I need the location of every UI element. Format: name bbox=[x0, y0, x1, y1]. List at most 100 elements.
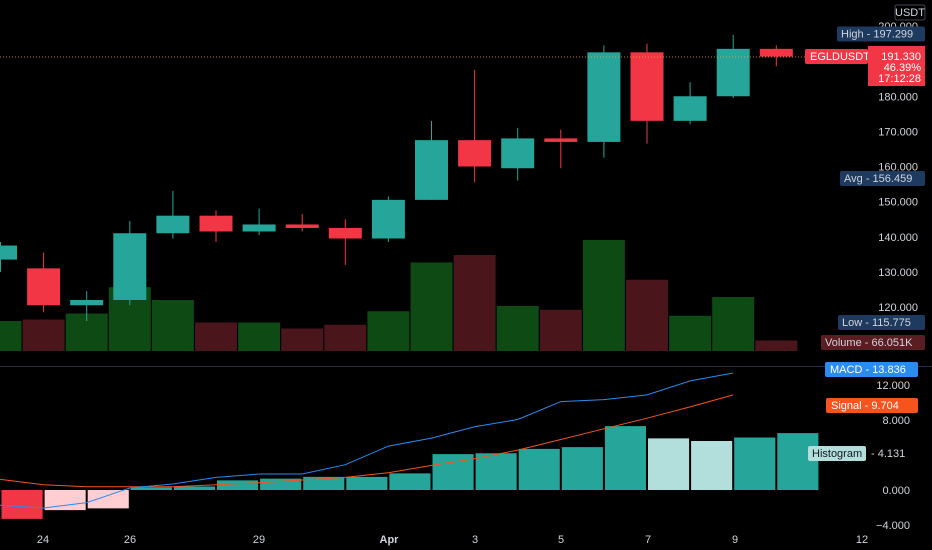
price-tick-label: 130.000 bbox=[878, 267, 918, 279]
macd-pane bbox=[0, 372, 819, 519]
date-tick-label: 3 bbox=[472, 534, 478, 546]
svg-text:Avg - 156.459: Avg - 156.459 bbox=[844, 173, 912, 185]
avg-label: Avg bbox=[844, 173, 863, 185]
candle bbox=[587, 45, 621, 158]
volume-bar bbox=[496, 306, 539, 351]
histogram-bar bbox=[44, 490, 86, 511]
price-tick-label: 170.000 bbox=[878, 126, 918, 138]
macd-label: MACD bbox=[830, 364, 862, 376]
candle bbox=[544, 129, 578, 169]
macd-axis: 12.000 8.000 0.000 −4.000 bbox=[876, 380, 910, 532]
candle bbox=[371, 196, 405, 243]
svg-text:- 4.131: - 4.131 bbox=[871, 448, 905, 460]
high-badge: High - 197.299 bbox=[837, 26, 925, 42]
histogram-bar bbox=[475, 453, 517, 490]
histogram-bar bbox=[561, 447, 603, 490]
candle bbox=[673, 82, 707, 125]
candle bbox=[242, 208, 276, 235]
candle-body bbox=[759, 48, 793, 57]
histogram-bar bbox=[173, 486, 215, 490]
date-tick-label: 7 bbox=[645, 534, 651, 546]
volume-bar bbox=[669, 315, 712, 351]
volume-bar bbox=[151, 300, 194, 351]
date-tick-label: 9 bbox=[732, 534, 738, 546]
high-label: High bbox=[841, 29, 864, 41]
candle-body bbox=[285, 224, 319, 228]
svg-text:Volume - 66.051K: Volume - 66.051K bbox=[825, 337, 913, 349]
candle-body bbox=[70, 299, 104, 306]
histogram-bar bbox=[691, 441, 733, 490]
macd-line bbox=[0, 372, 734, 509]
svg-text:High - 197.299: High - 197.299 bbox=[841, 29, 913, 41]
macd-tick-label: 12.000 bbox=[876, 380, 910, 392]
signal-line bbox=[0, 394, 734, 488]
date-tick-label: 24 bbox=[37, 534, 49, 546]
candle bbox=[156, 191, 190, 239]
candle bbox=[0, 242, 17, 272]
price-tick-label: 160.000 bbox=[878, 162, 918, 174]
histogram-bar bbox=[734, 437, 776, 490]
date-tick-label: 26 bbox=[124, 534, 136, 546]
histogram-bar bbox=[604, 426, 646, 490]
macd-tick-label: 0.000 bbox=[882, 485, 910, 497]
volume-bar bbox=[582, 240, 625, 351]
candle-body bbox=[544, 138, 578, 142]
histogram-bar bbox=[87, 490, 129, 509]
volume-label: Volume bbox=[825, 337, 862, 349]
candle bbox=[630, 43, 664, 144]
histogram-bar bbox=[217, 480, 259, 490]
candle bbox=[285, 213, 319, 232]
low-label: Low bbox=[842, 317, 862, 329]
histogram-value: 4.131 bbox=[878, 448, 906, 460]
histogram-bar bbox=[346, 476, 388, 490]
price-tick-label: 180.000 bbox=[878, 91, 918, 103]
date-tick-label: 29 bbox=[253, 534, 265, 546]
time-axis[interactable]: 24 26 29 Apr 3 5 7 9 12 bbox=[37, 534, 868, 546]
candle-body bbox=[156, 215, 190, 234]
histogram-bar bbox=[1, 490, 43, 519]
candle-body bbox=[113, 233, 147, 300]
volume-bar bbox=[453, 255, 496, 351]
low-badge: Low - 115.775 bbox=[838, 315, 925, 330]
histogram-bar bbox=[777, 433, 819, 490]
date-tick-label: 5 bbox=[558, 534, 564, 546]
macd-badge: MACD - 13.836 bbox=[825, 362, 918, 377]
price-tick-label: 120.000 bbox=[878, 302, 918, 314]
date-tick-label: Apr bbox=[380, 534, 400, 546]
candle bbox=[501, 127, 535, 181]
candle-body bbox=[673, 96, 707, 121]
volume-badge: Volume - 66.051K bbox=[821, 335, 925, 350]
candle-body bbox=[587, 52, 621, 142]
volume-bar bbox=[238, 322, 281, 351]
price-tick-label: 150.000 bbox=[878, 197, 918, 209]
candle-body bbox=[716, 48, 750, 97]
macd-tick-label: 8.000 bbox=[882, 415, 910, 427]
candle-body bbox=[458, 140, 492, 167]
price-axis[interactable]: USDT 200.000180.000170.000160.000150.000… bbox=[878, 4, 926, 314]
volume-value: 66.051K bbox=[871, 337, 913, 349]
price-tick-label: 140.000 bbox=[878, 232, 918, 244]
candle-body bbox=[199, 215, 233, 232]
macd-histogram bbox=[1, 426, 819, 519]
volume-bar bbox=[712, 297, 755, 351]
histogram-bar bbox=[518, 448, 560, 490]
macd-value: 13.836 bbox=[872, 364, 906, 376]
volume-bar bbox=[22, 319, 65, 351]
histogram-bar bbox=[389, 473, 431, 490]
histogram-label: Histogram bbox=[812, 448, 862, 460]
histogram-badge: Histogram - 4.131 bbox=[808, 446, 905, 461]
candle bbox=[70, 291, 104, 322]
price-change-percent: 46.39% bbox=[884, 62, 922, 74]
avg-value: 156.459 bbox=[873, 173, 913, 185]
volume-bar bbox=[410, 262, 453, 351]
candle-body bbox=[415, 140, 448, 200]
histogram-bar bbox=[130, 487, 172, 490]
volume-bar bbox=[755, 340, 798, 351]
volume-bar bbox=[539, 309, 582, 351]
candle-body bbox=[328, 227, 362, 239]
candle-body bbox=[0, 245, 17, 260]
signal-label: Signal bbox=[831, 400, 862, 412]
low-value: 115.775 bbox=[872, 317, 911, 329]
candle bbox=[113, 220, 147, 306]
